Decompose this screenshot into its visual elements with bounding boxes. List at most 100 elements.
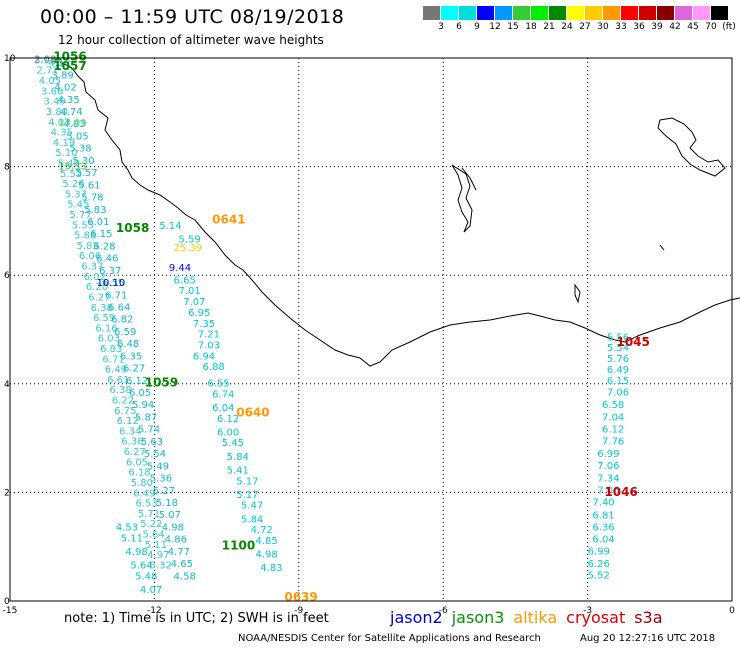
wave-height-label: 5.07 — [159, 510, 181, 521]
wave-height-label: 6.28 — [93, 241, 115, 252]
wave-height-label: 2.77 — [36, 66, 58, 77]
dense-wave-tracks: 3.942.774.053.663.493.804.074.354.195.10… — [34, 55, 196, 582]
footer-note: note: 1) Time is in UTC; 2) SWH is in fe… — [64, 611, 329, 626]
wave-height-label: 6.22 — [112, 396, 134, 407]
wave-height-label: 6.81 — [592, 510, 614, 521]
wave-height-label: 6.16 — [95, 323, 117, 334]
wave-height-label: 6.65 — [174, 275, 196, 286]
wave-height-label: 5.53 — [60, 169, 82, 180]
wave-height-label: 6.71 — [105, 290, 127, 301]
x-tick-label: -12 — [147, 606, 162, 616]
wave-height-label: 6.02 — [84, 272, 106, 283]
wave-height-label: 5.54 — [144, 449, 166, 460]
wave-height-label: 6.59 — [114, 327, 136, 338]
wave-height-label: 6.49 — [133, 488, 155, 499]
wave-height-label: 6.71 — [102, 354, 124, 365]
wave-height-label: 5.64 — [130, 560, 152, 571]
wave-height-label: 7.76 — [602, 437, 624, 448]
wave-height-label: 5.80 — [131, 478, 153, 489]
wave-height-label: 6.58 — [602, 400, 624, 411]
wave-height-label: 6.82 — [111, 315, 133, 326]
wave-height-label: 3.94 — [34, 55, 56, 66]
wave-height-label: 10.10 — [97, 278, 126, 289]
wave-height-label: 5.27 — [153, 486, 175, 497]
satellite-legend-altika: altika — [513, 608, 558, 627]
wave-height-label: 4.77 — [168, 547, 190, 558]
map-frame — [9, 57, 733, 602]
wave-height-label: 4.98 — [162, 522, 184, 533]
wave-height-label: 7.06 — [597, 461, 619, 472]
map-title: 00:00 – 11:59 UTC 08/19/2018 — [40, 6, 345, 28]
wave-height-label: 4.12 — [49, 58, 71, 69]
color-swatch-15 — [693, 6, 711, 20]
wave-height-label: 5.41 — [227, 465, 249, 476]
wave-height-label: 4.86 — [165, 535, 187, 546]
lake-volta-outline — [451, 164, 477, 233]
x-tick-label: -3 — [583, 606, 592, 616]
wave-height-label: 5.83 — [84, 205, 106, 216]
color-swatch-10 — [603, 6, 621, 20]
wave-height-label: 5.94 — [132, 400, 154, 411]
wave-height-label: 5.77 — [69, 210, 91, 221]
wave-height-label: 6.75 — [114, 406, 136, 417]
wave-height-label: 6.35 — [120, 351, 142, 362]
wave-height-label: 6.94 — [193, 351, 215, 362]
wave-height-label: 5.45 — [67, 200, 89, 211]
wave-height-label: 7.35 — [193, 319, 215, 330]
wave-height-label: 4.02 — [54, 83, 76, 94]
satellite-legend: jason2 jason3 altika cryosat s3a — [390, 608, 672, 627]
x-tick-label: -9 — [294, 606, 303, 616]
wave-height-label: 5.26 — [62, 179, 84, 190]
wave-height-label: 6.37 — [99, 266, 121, 277]
color-scale-label: 36 — [633, 22, 645, 32]
color-scale-label: 12 — [489, 22, 501, 32]
wave-height-label: 5.83 — [77, 241, 99, 252]
wave-height-label: 6.59 — [93, 313, 115, 324]
pass-time-label: 1059 — [145, 376, 178, 390]
special-wave-labels: 2.08 13.09 15.33 10.10 — [34, 54, 125, 289]
wave-height-label: 4.65 — [171, 559, 193, 570]
wave-height-label: 5.63 — [141, 437, 163, 448]
generation-timestamp: Aug 20 12:27:16 UTC 2018 — [580, 633, 716, 644]
wave-height-label: 5.74 — [138, 425, 160, 436]
pass-time-label: 1046 — [604, 485, 637, 499]
wave-height-label: 25.39 — [174, 243, 203, 254]
wave-height-label: 6.12 — [117, 416, 139, 427]
color-scale-label: 24 — [561, 22, 573, 32]
wave-height-label: 6.12 — [217, 414, 239, 425]
wave-height-label: 3.80 — [46, 107, 68, 118]
wave-height-label: 5.22 — [140, 519, 162, 530]
wave-height-label: 4.05 — [39, 76, 61, 87]
color-swatch-3 — [477, 6, 495, 20]
wave-height-label: 6.46 — [96, 254, 118, 265]
wave-height-label: 5.78 — [81, 193, 103, 204]
wave-height-label: 6.74 — [212, 389, 234, 400]
wave-height-label: 6.99 — [597, 449, 619, 460]
map-grid — [10, 58, 732, 601]
wave-height-label: 6.38 — [91, 303, 113, 314]
color-swatch-16 — [711, 6, 729, 20]
river-mark — [574, 244, 665, 304]
color-swatch-5 — [513, 6, 531, 20]
color-swatch-7 — [549, 6, 567, 20]
wave-height-label: 4.98 — [255, 550, 277, 561]
color-scale-label: 30 — [597, 22, 609, 32]
wave-height-label: 13.09 — [58, 118, 87, 129]
wave-height-label: 6.48 — [117, 339, 139, 350]
wave-height-label: 5.57 — [75, 168, 97, 179]
color-scale-label: 39 — [651, 22, 663, 32]
wave-height-label: 9.44 — [169, 263, 191, 274]
satellite-legend-jason2: jason2 — [390, 608, 443, 627]
wave-height-label: 5.10 — [55, 148, 77, 159]
wave-height-label: 3.49 — [43, 97, 65, 108]
color-swatch-4 — [495, 6, 513, 20]
wave-height-label: 4.98 — [126, 547, 148, 558]
color-scale-label: 18 — [525, 22, 537, 32]
satellite-legend-s3a: s3a — [634, 608, 663, 627]
wave-height-label: 6.00 — [217, 427, 239, 438]
color-swatch-8 — [567, 6, 585, 20]
wave-height-label: 6.12 — [126, 376, 148, 387]
color-swatch-9 — [585, 6, 603, 20]
wave-height-label: 4.83 — [260, 563, 282, 574]
